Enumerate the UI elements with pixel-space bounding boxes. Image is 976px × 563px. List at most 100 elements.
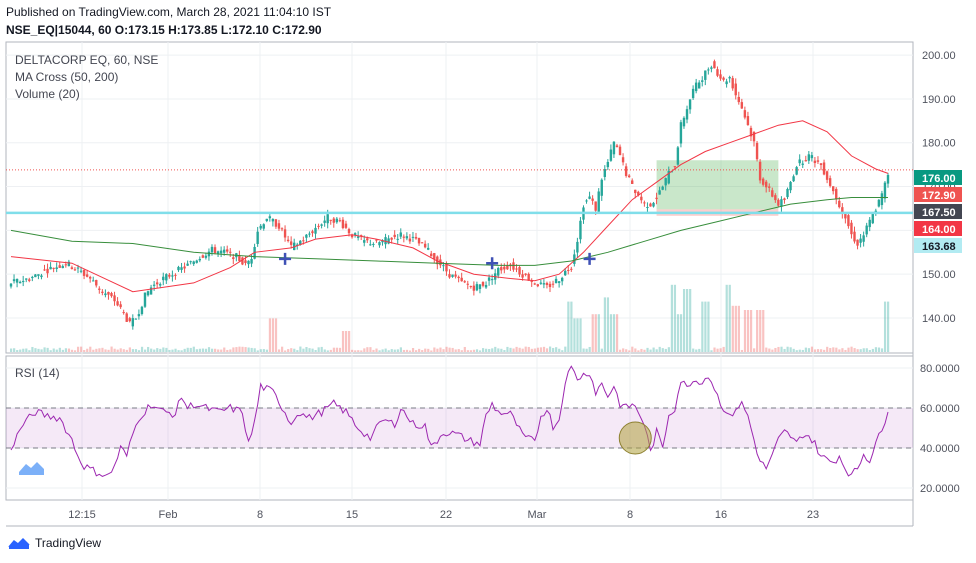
volume-bar [287,349,290,352]
candle-body [755,142,759,160]
candle [40,273,43,280]
volume-bar [497,348,500,352]
candle [533,282,536,286]
volume-bar [716,348,719,352]
candle-body [503,266,506,270]
candle [88,275,92,283]
volume-bar [801,349,804,352]
candle-body [189,261,192,263]
volume-bar [609,314,613,352]
volume-bar [277,349,281,352]
candle [777,198,780,207]
volume-bar [594,314,597,352]
candle-body [545,282,549,285]
volume-bar [777,346,780,352]
volume-bar [813,349,817,352]
volume-bar [381,349,384,352]
candle [871,213,874,225]
candle-body [771,190,774,197]
candle-body [369,244,372,246]
candle-body [698,82,701,89]
candle-body [883,182,887,199]
volume-bar [485,348,488,352]
volume-bar [268,318,272,352]
candle [338,217,342,223]
volume-bar [634,348,637,352]
candle-body [375,239,378,241]
candle [847,213,850,229]
candle [323,215,326,227]
volume-bar [783,348,786,352]
volume-bar [457,349,460,352]
volume-bar [37,348,40,352]
volume-bar [207,347,211,352]
volume-bar [98,348,101,352]
legend-ma-cross[interactable]: MA Cross (50, 200) [15,70,119,84]
candle-body [643,202,646,204]
candle-body [146,291,150,296]
volume-bar [792,348,795,352]
volume-bar [478,350,482,352]
volume-bar [116,349,119,352]
volume-bar [664,348,667,352]
ma50-line [10,120,889,293]
candle-body [655,197,658,200]
candle-body [213,247,217,254]
candle [49,262,52,270]
volume-bar [829,348,832,352]
volume-bar [399,347,402,352]
candle [591,195,594,205]
candle [137,309,141,320]
candle [186,260,189,266]
candle [798,154,801,167]
volume-bar [835,347,838,352]
candle [548,281,552,293]
volume-bar [390,349,393,352]
volume-bar [418,348,421,352]
candle-body [238,255,241,262]
volume-bar [576,318,579,352]
candle [451,274,454,278]
volume-bar [250,347,253,352]
candle [831,186,835,195]
volume-bar [92,349,95,352]
candle [335,217,339,224]
candle [822,159,826,176]
candle [375,239,378,243]
candle-body [850,222,853,235]
candle [804,155,807,162]
volume-bar [704,301,707,352]
candle [713,59,716,69]
candle-body [819,163,823,165]
volume-bar [198,348,201,352]
volume-bar [530,348,533,352]
candle-body [609,149,613,161]
candle-body [737,96,740,103]
candle [850,220,853,239]
candle [740,98,744,109]
candle-body [88,276,92,279]
candle [810,151,814,162]
volume-bar [695,349,698,352]
volume-bar [643,349,646,352]
legend-volume[interactable]: Volume (20) [15,87,80,101]
pane-watermark-icon [19,462,44,475]
volume-bar [591,314,594,352]
time-tick-label: Mar [528,509,547,521]
candle-body [536,284,540,287]
candle [274,218,278,229]
candle-body [241,257,244,265]
candle-body [487,277,491,281]
volume-bar [728,284,731,352]
legend-symbol[interactable]: DELTACORP EQ, 60, NSE [15,53,159,67]
candle-body [743,110,747,118]
volume-bar [308,348,311,352]
rsi-legend[interactable]: RSI (14) [15,366,60,380]
candle-body [101,291,104,293]
candle-body [768,186,771,188]
candle [146,290,150,297]
candle-body [740,102,744,109]
candle [880,190,884,210]
candle [691,85,695,100]
candle-body [828,178,832,186]
